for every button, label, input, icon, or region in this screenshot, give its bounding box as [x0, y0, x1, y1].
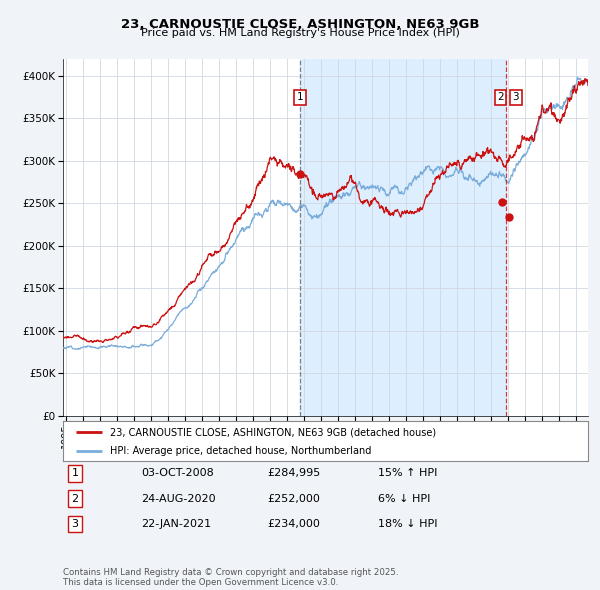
Text: 3: 3	[512, 92, 519, 102]
Text: £252,000: £252,000	[267, 494, 320, 503]
Text: 3: 3	[71, 519, 79, 529]
Text: 2: 2	[497, 92, 504, 102]
Text: 1: 1	[71, 468, 79, 478]
Text: 03-OCT-2008: 03-OCT-2008	[141, 468, 214, 478]
Text: 18% ↓ HPI: 18% ↓ HPI	[378, 519, 437, 529]
Text: 6% ↓ HPI: 6% ↓ HPI	[378, 494, 430, 503]
Bar	[300, 59, 506, 416]
Text: Price paid vs. HM Land Registry's House Price Index (HPI): Price paid vs. HM Land Registry's House …	[140, 28, 460, 38]
Text: 22-JAN-2021: 22-JAN-2021	[141, 519, 211, 529]
Text: Contains HM Land Registry data © Crown copyright and database right 2025.
This d: Contains HM Land Registry data © Crown c…	[63, 568, 398, 587]
Text: 2: 2	[71, 494, 79, 503]
Text: £234,000: £234,000	[267, 519, 320, 529]
Text: £284,995: £284,995	[267, 468, 320, 478]
Text: HPI: Average price, detached house, Northumberland: HPI: Average price, detached house, Nort…	[110, 447, 371, 456]
Text: 1: 1	[297, 92, 304, 102]
Text: 23, CARNOUSTIE CLOSE, ASHINGTON, NE63 9GB: 23, CARNOUSTIE CLOSE, ASHINGTON, NE63 9G…	[121, 18, 479, 31]
Text: 24-AUG-2020: 24-AUG-2020	[141, 494, 215, 503]
Text: 23, CARNOUSTIE CLOSE, ASHINGTON, NE63 9GB (detached house): 23, CARNOUSTIE CLOSE, ASHINGTON, NE63 9G…	[110, 428, 436, 438]
Text: 15% ↑ HPI: 15% ↑ HPI	[378, 468, 437, 478]
